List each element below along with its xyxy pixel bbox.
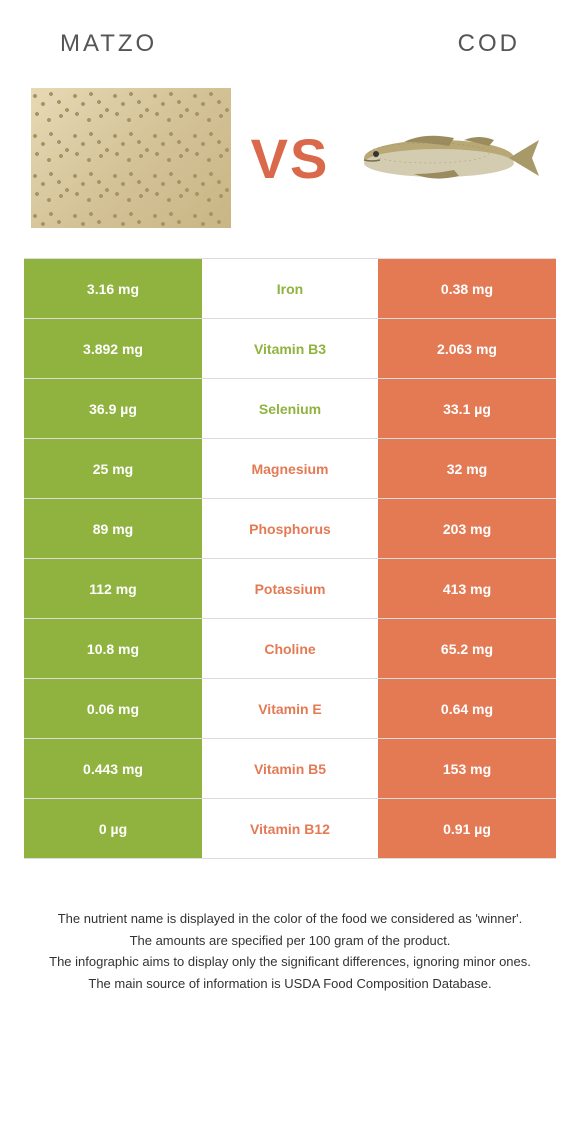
- cod-icon: [354, 128, 544, 188]
- header: Matzo Cod: [0, 0, 580, 78]
- value-right: 65.2 mg: [378, 619, 556, 678]
- table-row: 0 µgVitamin B120.91 µg: [24, 799, 556, 859]
- value-right: 153 mg: [378, 739, 556, 798]
- food-image-left: [31, 88, 231, 228]
- value-right: 0.64 mg: [378, 679, 556, 738]
- footer-line: The main source of information is USDA F…: [40, 974, 540, 994]
- footer: The nutrient name is displayed in the co…: [0, 859, 580, 1025]
- table-row: 0.443 mgVitamin B5153 mg: [24, 739, 556, 799]
- value-left: 89 mg: [24, 499, 202, 558]
- title-left: Matzo: [60, 30, 157, 58]
- value-right: 203 mg: [378, 499, 556, 558]
- title-right: Cod: [458, 30, 520, 58]
- value-right: 33.1 µg: [378, 379, 556, 438]
- table-row: 25 mgMagnesium32 mg: [24, 439, 556, 499]
- nutrient-name: Vitamin B3: [202, 319, 378, 378]
- footer-line: The nutrient name is displayed in the co…: [40, 909, 540, 929]
- value-left: 10.8 mg: [24, 619, 202, 678]
- value-left: 112 mg: [24, 559, 202, 618]
- value-right: 0.91 µg: [378, 799, 556, 858]
- nutrient-name: Vitamin B12: [202, 799, 378, 858]
- value-right: 2.063 mg: [378, 319, 556, 378]
- table-row: 10.8 mgCholine65.2 mg: [24, 619, 556, 679]
- value-right: 0.38 mg: [378, 259, 556, 318]
- nutrient-name: Vitamin B5: [202, 739, 378, 798]
- table-row: 3.892 mgVitamin B32.063 mg: [24, 319, 556, 379]
- footer-line: The infographic aims to display only the…: [40, 952, 540, 972]
- value-left: 0.443 mg: [24, 739, 202, 798]
- matzo-icon: [31, 88, 231, 228]
- value-left: 25 mg: [24, 439, 202, 498]
- table-row: 112 mgPotassium413 mg: [24, 559, 556, 619]
- vs-row: VS: [0, 78, 580, 258]
- table-row: 0.06 mgVitamin E0.64 mg: [24, 679, 556, 739]
- footer-line: The amounts are specified per 100 gram o…: [40, 931, 540, 951]
- table-row: 36.9 µgSelenium33.1 µg: [24, 379, 556, 439]
- nutrient-name: Potassium: [202, 559, 378, 618]
- nutrient-table: 3.16 mgIron0.38 mg3.892 mgVitamin B32.06…: [24, 258, 556, 859]
- value-left: 0.06 mg: [24, 679, 202, 738]
- table-row: 3.16 mgIron0.38 mg: [24, 259, 556, 319]
- nutrient-name: Iron: [202, 259, 378, 318]
- nutrient-name: Magnesium: [202, 439, 378, 498]
- vs-label: VS: [251, 126, 330, 191]
- nutrient-name: Choline: [202, 619, 378, 678]
- food-image-right: [349, 88, 549, 228]
- value-left: 3.16 mg: [24, 259, 202, 318]
- nutrient-name: Selenium: [202, 379, 378, 438]
- value-right: 413 mg: [378, 559, 556, 618]
- nutrient-name: Vitamin E: [202, 679, 378, 738]
- value-right: 32 mg: [378, 439, 556, 498]
- value-left: 3.892 mg: [24, 319, 202, 378]
- table-row: 89 mgPhosphorus203 mg: [24, 499, 556, 559]
- value-left: 36.9 µg: [24, 379, 202, 438]
- value-left: 0 µg: [24, 799, 202, 858]
- nutrient-name: Phosphorus: [202, 499, 378, 558]
